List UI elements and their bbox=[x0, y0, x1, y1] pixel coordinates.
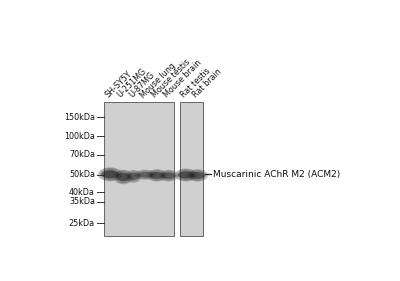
Ellipse shape bbox=[113, 170, 134, 184]
Bar bbox=[180, 102, 204, 236]
Ellipse shape bbox=[100, 168, 120, 181]
Text: 40kDa: 40kDa bbox=[69, 188, 95, 197]
Ellipse shape bbox=[158, 170, 179, 182]
Ellipse shape bbox=[148, 170, 165, 181]
Ellipse shape bbox=[127, 171, 140, 182]
Ellipse shape bbox=[146, 169, 168, 182]
Text: 70kDa: 70kDa bbox=[69, 150, 95, 159]
Ellipse shape bbox=[137, 172, 153, 178]
Ellipse shape bbox=[114, 170, 133, 184]
Ellipse shape bbox=[101, 171, 119, 178]
Ellipse shape bbox=[160, 170, 177, 181]
Text: Muscarinic AChR M2 (ACM2): Muscarinic AChR M2 (ACM2) bbox=[213, 170, 340, 179]
Text: 25kDa: 25kDa bbox=[69, 219, 95, 228]
Ellipse shape bbox=[148, 169, 166, 181]
Text: 35kDa: 35kDa bbox=[69, 197, 95, 206]
Ellipse shape bbox=[99, 168, 121, 181]
Ellipse shape bbox=[115, 170, 131, 183]
Ellipse shape bbox=[116, 173, 130, 181]
Ellipse shape bbox=[125, 170, 142, 183]
Ellipse shape bbox=[161, 170, 176, 181]
Ellipse shape bbox=[174, 169, 198, 182]
Ellipse shape bbox=[175, 169, 197, 181]
Ellipse shape bbox=[97, 167, 123, 181]
Bar bbox=[104, 102, 174, 236]
Text: Mouse brain: Mouse brain bbox=[162, 58, 204, 100]
Text: U-251MG: U-251MG bbox=[116, 67, 148, 100]
Ellipse shape bbox=[178, 169, 194, 181]
Text: Mouse testis: Mouse testis bbox=[150, 58, 192, 100]
Ellipse shape bbox=[178, 171, 194, 178]
Text: SH-SY5Y: SH-SY5Y bbox=[104, 70, 134, 100]
Ellipse shape bbox=[115, 170, 132, 184]
Ellipse shape bbox=[187, 169, 208, 182]
Ellipse shape bbox=[190, 172, 205, 179]
Ellipse shape bbox=[176, 169, 196, 181]
Ellipse shape bbox=[188, 169, 207, 181]
Ellipse shape bbox=[126, 170, 142, 183]
Text: 150kDa: 150kDa bbox=[64, 113, 95, 122]
Text: Mouse lung: Mouse lung bbox=[139, 61, 178, 100]
Ellipse shape bbox=[134, 169, 156, 180]
Ellipse shape bbox=[147, 169, 167, 182]
Ellipse shape bbox=[150, 172, 164, 179]
Ellipse shape bbox=[136, 170, 155, 180]
Ellipse shape bbox=[189, 170, 206, 181]
Ellipse shape bbox=[126, 170, 141, 182]
Ellipse shape bbox=[128, 173, 140, 180]
Text: Rat brain: Rat brain bbox=[191, 67, 224, 100]
Ellipse shape bbox=[159, 170, 178, 182]
Ellipse shape bbox=[162, 172, 176, 179]
Text: 50kDa: 50kDa bbox=[69, 171, 95, 180]
Ellipse shape bbox=[135, 170, 156, 180]
Ellipse shape bbox=[177, 169, 195, 181]
Ellipse shape bbox=[101, 168, 119, 180]
Text: U-87MG: U-87MG bbox=[127, 71, 156, 100]
Text: Rat testis: Rat testis bbox=[180, 67, 212, 100]
Ellipse shape bbox=[188, 169, 208, 182]
Text: 100kDa: 100kDa bbox=[64, 132, 95, 140]
Ellipse shape bbox=[98, 167, 122, 181]
